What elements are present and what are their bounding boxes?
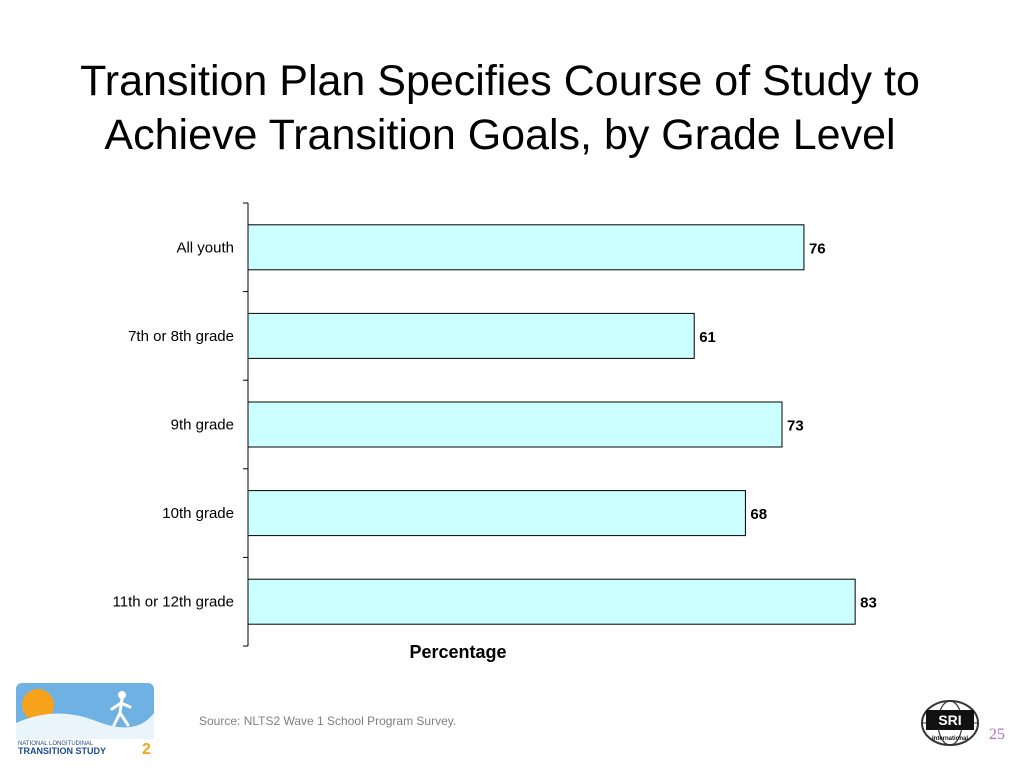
sri-logo: SRI International <box>921 700 979 746</box>
data-label: 68 <box>750 506 767 523</box>
bar <box>247 578 856 625</box>
bar <box>247 312 695 359</box>
slide-title: Transition Plan Specifies Course of Stud… <box>0 54 1000 162</box>
bar <box>247 490 746 537</box>
source-note: Source: NLTS2 Wave 1 School Program Surv… <box>199 714 457 728</box>
logo-left-text-1: NATIONAL LONGITUDINAL <box>18 741 94 747</box>
data-label: 76 <box>809 240 826 257</box>
category-label: All youth <box>176 239 234 256</box>
title-line-2: Achieve Transition Goals, by Grade Level <box>104 111 896 159</box>
page-number: 25 <box>989 726 1005 743</box>
bar-chart: All youth 76 7th or 8th grade 61 9th grade 73… <box>113 202 877 662</box>
logo-left-num: 2 <box>142 741 151 755</box>
data-label: 83 <box>860 595 877 612</box>
bar <box>247 224 805 271</box>
title-line-1: Transition Plan Specifies Course of Stud… <box>80 57 920 105</box>
category-label: 9th grade <box>171 417 234 434</box>
category-label: 11th or 12th grade <box>113 594 234 611</box>
nlts2-logo: NATIONAL LONGITUDINAL TRANSITION STUDY 2 <box>16 683 154 755</box>
logo-right-text: SRI <box>938 712 961 728</box>
category-label: 10th grade <box>162 505 234 522</box>
data-label: 61 <box>699 329 716 346</box>
x-axis-label: Percentage <box>409 642 506 662</box>
logo-right-sub: International <box>932 736 968 742</box>
data-label: 73 <box>787 418 804 435</box>
category-label: 7th or 8th grade <box>128 328 234 345</box>
bar <box>247 401 783 448</box>
logo-left-text-2: TRANSITION STUDY <box>18 746 106 755</box>
